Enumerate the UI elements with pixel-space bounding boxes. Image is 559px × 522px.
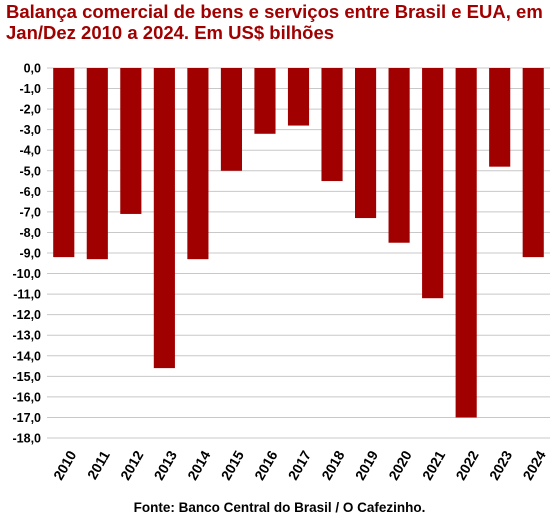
bar-2011 [86, 68, 108, 260]
bar-2022 [455, 68, 477, 418]
y-tick-label: -4,0 [19, 144, 41, 158]
y-tick-label: -3,0 [19, 123, 41, 137]
x-tick-label: 2020 [385, 448, 415, 483]
x-tick-label: 2013 [151, 448, 181, 483]
bar-2016 [254, 68, 276, 134]
y-tick-label: -12,0 [13, 308, 42, 322]
y-tick-label: -8,0 [19, 226, 41, 240]
y-tick-label: -16,0 [13, 390, 42, 404]
x-tick-label: 2015 [218, 448, 248, 483]
x-tick-label: 2024 [519, 448, 549, 483]
bar-2017 [287, 68, 310, 126]
source-note: Fonte: Banco Central do Brasil / O Cafez… [133, 500, 426, 515]
y-tick-label: -2,0 [19, 103, 41, 117]
y-tick-label: -5,0 [19, 164, 41, 178]
x-tick-label: 2011 [84, 448, 113, 482]
x-tick-label: 2019 [352, 448, 382, 483]
y-tick-label: -18,0 [13, 432, 42, 446]
y-tick-label: -1,0 [19, 82, 41, 96]
x-tick-label: 2016 [251, 448, 281, 483]
y-tick-label: -15,0 [13, 370, 42, 384]
y-tick-label: 0,0 [24, 62, 41, 76]
bar-2020 [388, 68, 410, 243]
bar-2023 [489, 68, 511, 167]
x-tick-label: 2010 [50, 448, 80, 483]
bar-2018 [321, 68, 343, 182]
bar-2013 [153, 68, 175, 369]
bar-2021 [422, 68, 444, 299]
bar-2019 [355, 68, 377, 219]
bars [53, 68, 544, 418]
y-tick-label: -6,0 [19, 185, 41, 199]
y-tick-label: -13,0 [13, 329, 42, 343]
y-tick-label: -17,0 [13, 411, 42, 425]
bar-2014 [187, 68, 209, 260]
bar-2024 [522, 68, 544, 258]
chart-title: Balança comercial de bens e serviços ent… [6, 1, 543, 43]
x-tick-label: 2021 [419, 448, 449, 483]
bar-2012 [120, 68, 142, 214]
y-tick-label: -9,0 [19, 247, 41, 261]
y-tick-label: -14,0 [13, 349, 42, 363]
x-tick-label: 2018 [318, 448, 348, 483]
y-tick-label: -11,0 [13, 288, 41, 302]
x-tick-label: 2012 [117, 448, 147, 483]
x-axis-ticks: 2010 2011 2012 2013 2014 2015 2016 2017 2018 2019… [50, 448, 549, 483]
bar-2010 [53, 68, 75, 258]
x-tick-label: 2022 [452, 448, 482, 483]
x-tick-label: 2023 [486, 448, 516, 483]
y-tick-label: -7,0 [19, 205, 41, 219]
y-axis-ticks: 0,0 -1,0 -2,0 -3,0 -4,0 -5,0 -6,0 -7,0 -8,0 -9,0 -… [13, 62, 42, 446]
x-tick-label: 2014 [184, 448, 214, 483]
x-tick-label: 2017 [285, 448, 315, 483]
bar-2015 [220, 68, 242, 171]
y-tick-label: -10,0 [13, 267, 42, 281]
